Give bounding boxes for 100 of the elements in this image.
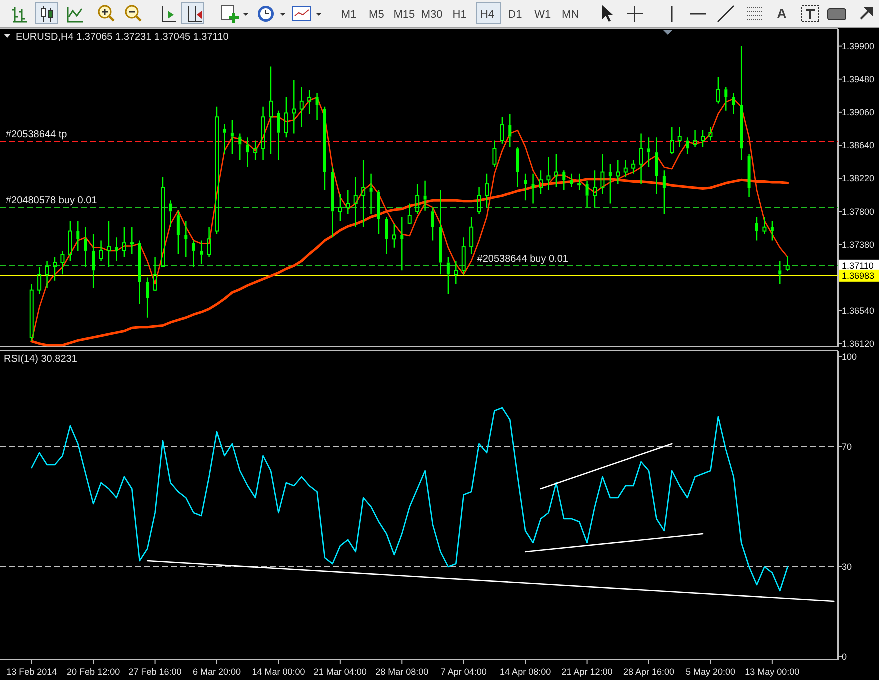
candlestick — [60, 250, 65, 276]
text: 1.37110 — [842, 261, 874, 272]
candlestick — [169, 200, 172, 228]
text: M15 — [394, 9, 416, 21]
candlestick — [230, 120, 234, 155]
text: A — [777, 6, 788, 21]
x-tick-label: 28 Mar 08:00 — [376, 667, 429, 677]
candlestick — [138, 240, 142, 306]
candlestick — [639, 133, 644, 185]
candlestick — [662, 170, 666, 215]
candlestick — [600, 154, 605, 195]
candlestick — [446, 256, 450, 295]
candlestick — [215, 106, 219, 236]
y-tick-label: 1.36540 — [842, 306, 875, 316]
x-tick-label: 21 Mar 04:00 — [314, 667, 367, 677]
candlestick — [424, 180, 427, 212]
y-tick-label: 70 — [842, 442, 852, 452]
candlestick — [578, 173, 582, 191]
candlestick — [693, 130, 698, 148]
candlestick — [284, 96, 288, 138]
y-tick-label: 1.39900 — [842, 41, 875, 52]
candlestick — [346, 190, 350, 215]
candlestick — [338, 194, 342, 222]
ref-line-label: #20480578 buy 0.01 — [6, 196, 98, 207]
candlestick — [200, 240, 204, 265]
y-tick-label: 1.39060 — [842, 108, 875, 118]
candlestick — [300, 86, 304, 128]
candlestick — [362, 160, 366, 228]
candlestick — [477, 186, 482, 215]
ref-line-label: 1.36983 — [842, 271, 875, 282]
y-tick-label: 30 — [842, 562, 852, 572]
candlestick — [207, 226, 212, 258]
candlestick — [624, 160, 628, 178]
candlestick — [277, 110, 280, 162]
candlestick — [416, 183, 420, 215]
candlestick — [586, 180, 589, 208]
text: H1 — [452, 9, 467, 21]
candlestick — [532, 173, 535, 204]
y-tick-label: 1.37800 — [842, 206, 875, 217]
candlestick — [269, 66, 273, 155]
x-tick-label: 20 Feb 12:00 — [67, 667, 120, 677]
candlestick — [238, 133, 242, 162]
candlestick — [570, 173, 574, 188]
candlestick — [778, 260, 782, 285]
x-tick-label: 14 Mar 00:00 — [252, 667, 306, 677]
x-tick-label: 13 Feb 2014 — [6, 667, 58, 677]
candlestick — [246, 137, 250, 168]
candlestick — [38, 266, 42, 295]
candlestick — [30, 283, 34, 342]
x-tick-label: 6 Mar 20:00 — [192, 667, 242, 677]
candlestick — [593, 170, 597, 208]
x-tick-label: 27 Feb 16:00 — [128, 667, 182, 677]
candlestick — [76, 220, 80, 252]
candlestick — [392, 224, 396, 248]
x-tick-label: 28 Apr 16:00 — [623, 667, 675, 677]
line-series — [31, 407, 789, 592]
text: D1 — [508, 9, 522, 21]
text: M30 — [421, 9, 443, 21]
candlestick — [524, 173, 528, 202]
candlestick — [68, 220, 72, 262]
candlestick — [562, 170, 566, 191]
candlestick — [708, 126, 713, 142]
candlestick — [176, 210, 180, 255]
candlestick — [470, 216, 474, 255]
chart-title: RSI(14) 30.8231 — [4, 354, 78, 365]
candlestick — [740, 46, 744, 162]
candlestick — [261, 106, 266, 162]
y-tick-label: 1.38220 — [842, 174, 875, 184]
candlestick — [45, 260, 50, 289]
candlestick — [756, 216, 758, 242]
candlestick — [508, 113, 512, 148]
candlestick — [670, 126, 674, 155]
candlestick — [84, 226, 88, 268]
candlestick — [254, 140, 258, 162]
candlestick — [292, 80, 296, 134]
candlestick — [554, 154, 558, 188]
candlestick — [53, 256, 57, 282]
candlestick — [130, 226, 134, 255]
text: H4 — [480, 9, 495, 21]
candlestick — [122, 226, 126, 258]
candlestick — [161, 176, 165, 268]
x-tick-label: 5 May 20:00 — [686, 667, 736, 677]
candlestick — [184, 220, 188, 258]
candlestick — [92, 234, 96, 289]
candlestick — [724, 86, 728, 112]
ref-line-label: #20538644 buy 0.01 — [477, 254, 569, 265]
candlestick — [701, 130, 705, 148]
candlestick — [454, 260, 458, 285]
candlestick — [678, 126, 682, 148]
y-tick-label: 1.39480 — [842, 74, 875, 85]
candlestick — [716, 76, 720, 104]
candlestick — [115, 236, 118, 262]
candlestick — [516, 146, 520, 188]
y-tick-label: 0 — [842, 652, 848, 662]
candlestick — [432, 207, 434, 242]
chart-title: EURUSD,H4 1.37065 1.37231 1.37045 1.37110 — [16, 32, 230, 43]
candlestick — [492, 140, 497, 168]
candlestick — [500, 116, 504, 145]
candlestick — [107, 220, 111, 268]
text: M5 — [369, 9, 384, 21]
